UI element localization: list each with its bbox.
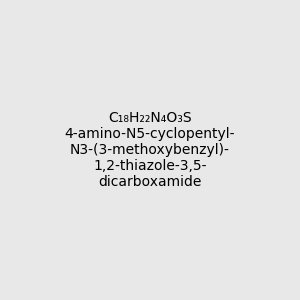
Text: C₁₈H₂₂N₄O₃S
4-amino-N5-cyclopentyl-
N3-(3-methoxybenzyl)-
1,2-thiazole-3,5-
dica: C₁₈H₂₂N₄O₃S 4-amino-N5-cyclopentyl- N3-(… — [65, 111, 235, 189]
